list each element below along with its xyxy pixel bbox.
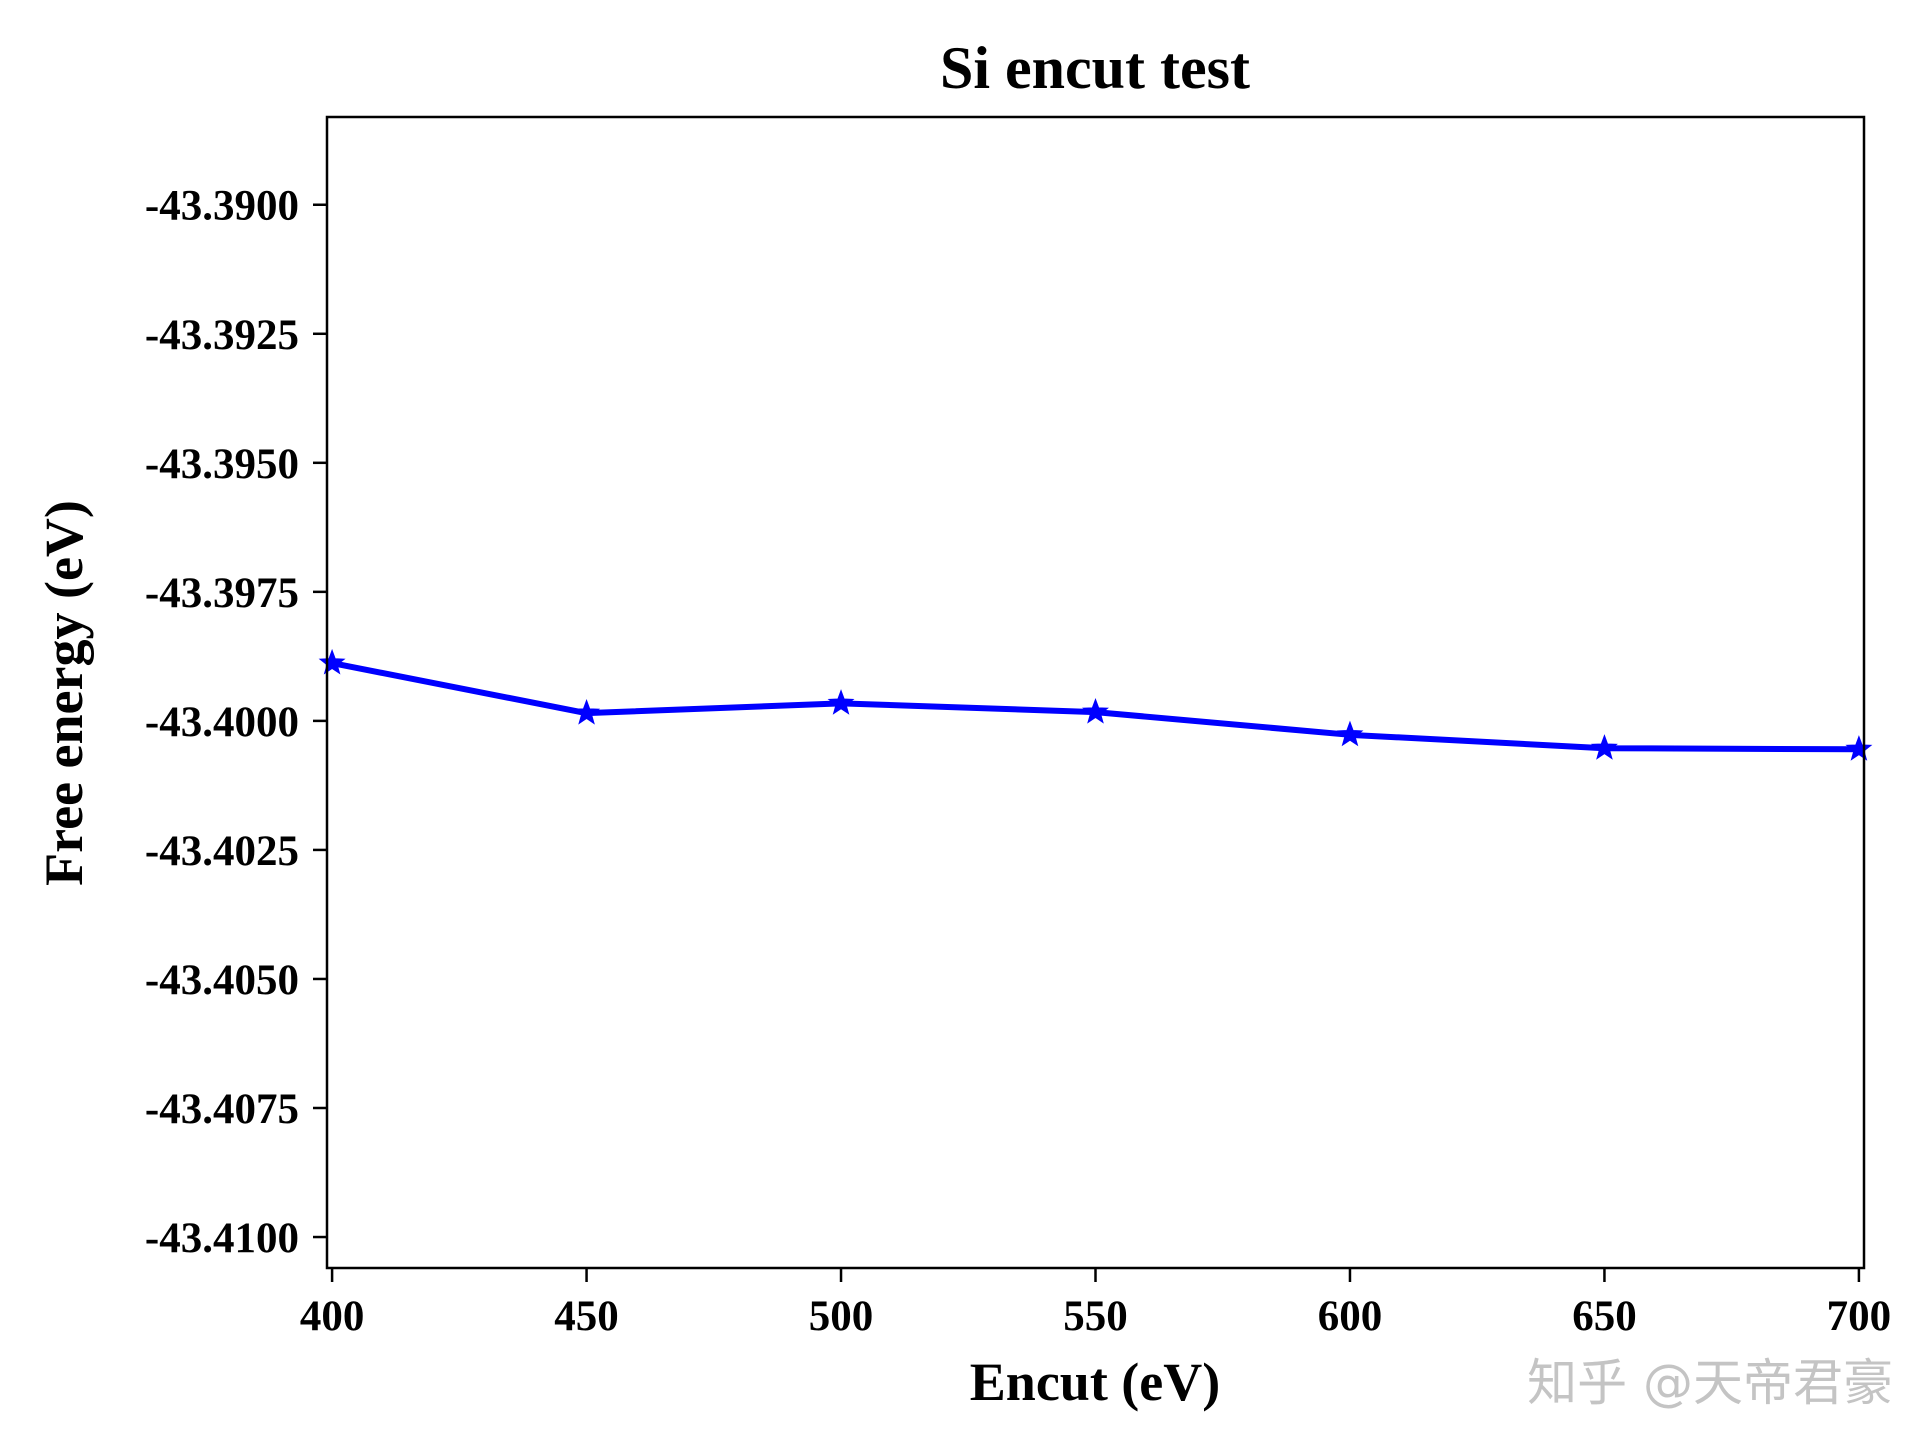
data-point-marker (573, 698, 601, 725)
y-tick-label: -43.3950 (145, 441, 299, 488)
data-point-marker (827, 689, 855, 715)
y-tick-label: -43.3975 (145, 570, 299, 617)
x-axis-ticks: 400 450 500 550 600 650 700 (300, 1268, 1891, 1340)
y-tick-label: -43.4100 (145, 1215, 299, 1262)
x-tick-label: 450 (554, 1293, 619, 1340)
y-tick-label: -43.4075 (145, 1086, 299, 1133)
chart-title: Si encut test (940, 35, 1250, 101)
data-point-marker (1336, 720, 1364, 747)
y-tick-label: -43.4050 (145, 957, 299, 1004)
y-tick-label: -43.4000 (145, 699, 299, 746)
x-tick-label: 550 (1063, 1293, 1128, 1340)
y-axis-ticks: -43.3900 -43.3925 -43.3950 -43.3975 -43.4000… (145, 183, 327, 1262)
watermark: 知乎 @天帝君豪 (1527, 1354, 1893, 1412)
x-tick-label: 700 (1827, 1293, 1892, 1340)
data-point-marker (318, 648, 346, 675)
series-layer (318, 648, 1873, 761)
y-tick-label: -43.4025 (145, 828, 299, 875)
data-point-marker (1082, 697, 1109, 724)
x-tick-label: 650 (1572, 1293, 1637, 1340)
x-tick-label: 600 (1318, 1293, 1383, 1340)
y-tick-label: -43.3925 (145, 312, 299, 359)
x-tick-label: 500 (809, 1293, 874, 1340)
x-axis-label: Encut (eV) (970, 1352, 1220, 1412)
plot-area-frame (325, 115, 1866, 1270)
y-axis-label: Free energy (eV) (34, 500, 94, 886)
x-tick-label: 400 (300, 1293, 365, 1340)
data-point-marker (1845, 735, 1873, 761)
data-point-marker (1590, 734, 1618, 760)
y-tick-label: -43.3900 (145, 183, 299, 230)
